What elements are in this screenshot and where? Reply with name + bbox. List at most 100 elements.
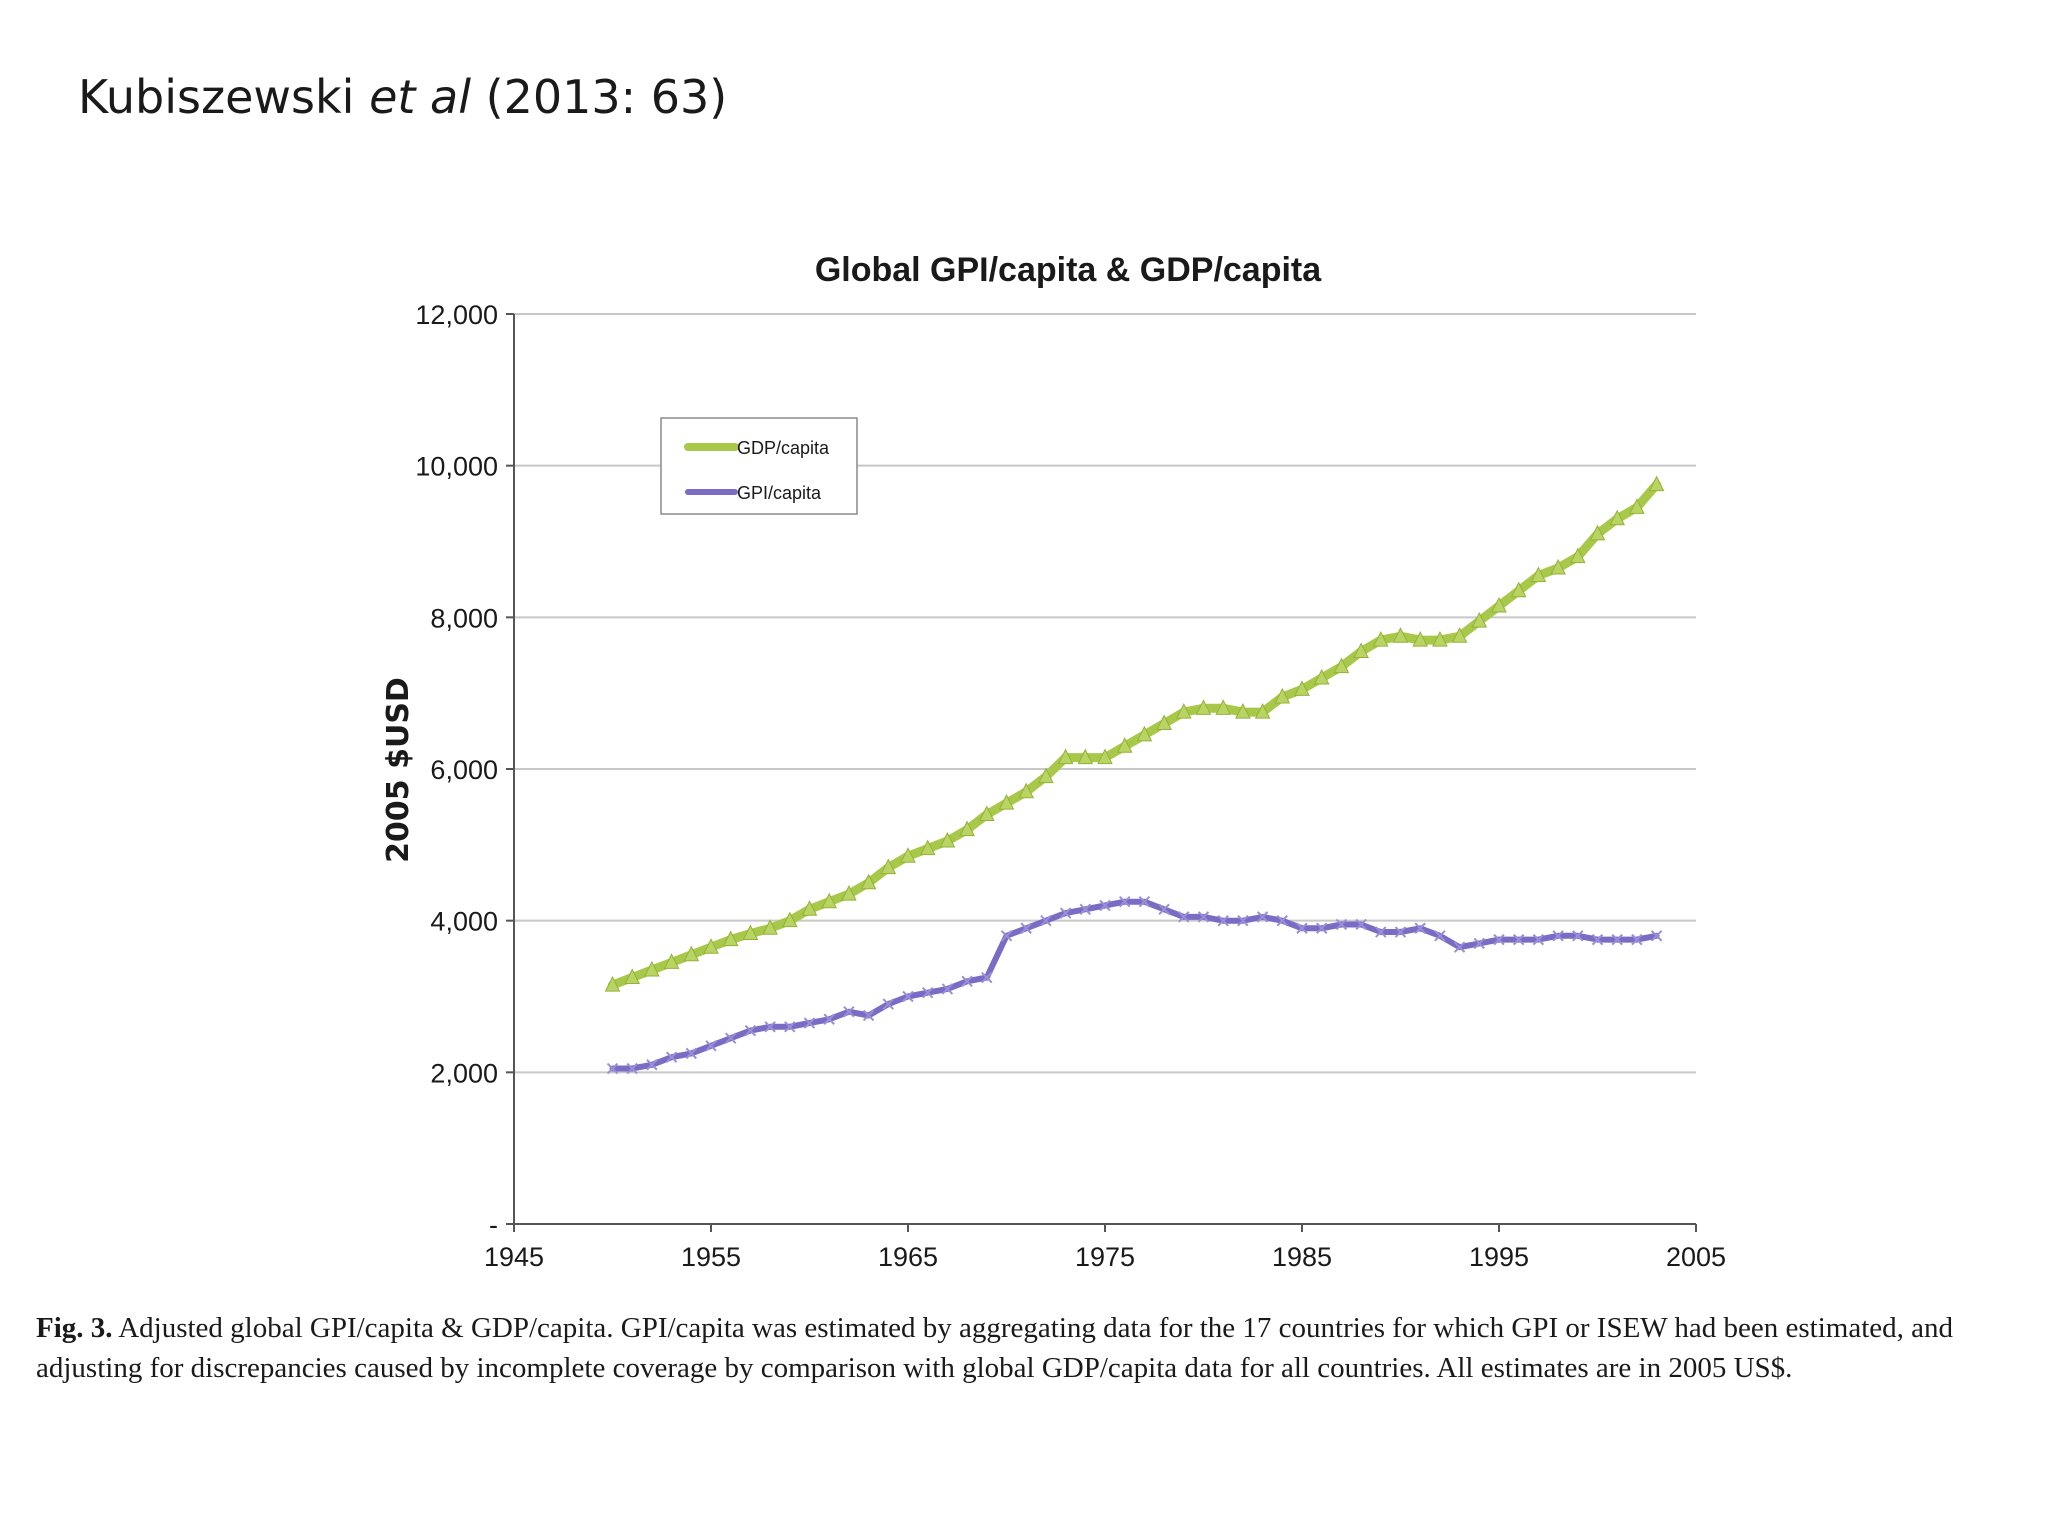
point-gpi-capita-1963 [862, 1009, 875, 1022]
point-gpi-capita-1979 [1178, 911, 1190, 923]
point-gdp-capita-1987 [1333, 657, 1350, 674]
point-gpi-capita-1974 [1079, 903, 1092, 915]
point-gdp-capita-2003 [1648, 475, 1665, 492]
point-gdp-capita-1999 [1569, 547, 1586, 564]
point-gdp-capita-1985 [1294, 680, 1310, 696]
point-gdp-capita-1974 [1077, 748, 1094, 765]
point-gdp-capita-1952 [644, 960, 660, 977]
point-gdp-capita-1950 [604, 976, 621, 992]
point-gpi-capita-1955 [705, 1040, 717, 1052]
point-gdp-capita-1973 [1057, 748, 1074, 765]
legend-label-gdp-capita: GDP/capita [737, 438, 830, 458]
point-gdp-capita-1998 [1550, 558, 1566, 575]
point-gpi-capita-1962 [843, 1005, 855, 1018]
point-gpi-capita-1992 [1434, 930, 1446, 942]
point-gpi-capita-1997 [1532, 933, 1545, 946]
legend-label-gpi-capita: GPI/capita [737, 483, 822, 503]
point-gdp-capita-1955 [703, 938, 719, 954]
y-tick-label-8000: 8,000 [430, 603, 498, 633]
y-tick-label-10000: 10,000 [415, 452, 498, 482]
point-gpi-capita-2002 [1631, 933, 1643, 946]
author-name: Kubiszewski [78, 70, 355, 124]
series-line-gdp-capita [608, 480, 1662, 990]
point-gpi-capita-1995 [1493, 933, 1505, 946]
point-gpi-capita-1975 [1099, 899, 1111, 912]
point-gdp-capita-1975 [1097, 748, 1113, 765]
point-gdp-capita-1972 [1038, 767, 1054, 784]
point-gdp-capita-1986 [1313, 668, 1330, 685]
x-tick-label-1975: 1975 [1075, 1242, 1135, 1272]
point-gpi-capita-1966 [921, 987, 934, 999]
point-gpi-capita-1971 [1020, 922, 1032, 934]
chart-legend: GDP/capita GPI/capita [660, 417, 858, 515]
point-gpi-capita-1989 [1375, 926, 1387, 938]
point-gpi-capita-1958 [764, 1021, 776, 1033]
series-gdp-capita [604, 475, 1665, 992]
point-gpi-capita-1982 [1237, 914, 1249, 927]
point-gpi-capita-1998 [1552, 930, 1564, 942]
point-gdp-capita-1992 [1432, 630, 1448, 647]
point-gdp-capita-1984 [1274, 687, 1291, 704]
point-gpi-capita-1999 [1572, 930, 1584, 942]
slide-title: Kubiszewski et al (2013: 63) [78, 70, 727, 124]
point-gdp-capita-1966 [919, 839, 936, 856]
point-gdp-capita-1957 [742, 924, 759, 941]
point-gdp-capita-1983 [1254, 703, 1271, 719]
y-tick-label-6000: 6,000 [430, 755, 498, 785]
point-gdp-capita-1954 [683, 945, 700, 962]
point-gpi-capita-1972 [1040, 914, 1052, 927]
point-gdp-capita-1994 [1471, 612, 1488, 628]
et-al: et al [369, 70, 471, 124]
point-gdp-capita-1977 [1136, 725, 1153, 742]
point-gpi-capita-1987 [1335, 918, 1348, 931]
axes [506, 313, 1697, 1232]
point-gdp-capita-1988 [1353, 642, 1369, 658]
point-gpi-capita-1965 [902, 990, 914, 1003]
point-gdp-capita-1960 [801, 900, 818, 916]
point-gdp-capita-1967 [939, 831, 956, 848]
point-gpi-capita-1953 [665, 1051, 678, 1063]
y-tick-label-4000: 4,000 [430, 907, 498, 937]
point-gdp-capita-1981 [1215, 699, 1232, 715]
point-gdp-capita-1958 [762, 919, 778, 935]
tick-labels: - 2,000 4,000 6,000 8,000 10,000 12,000 1945 195… [415, 300, 1726, 1272]
point-gdp-capita-1991 [1412, 630, 1429, 647]
point-gpi-capita-1967 [941, 983, 954, 995]
legend-box [660, 417, 858, 515]
data-series [604, 475, 1665, 1075]
point-gpi-capita-1951 [626, 1062, 638, 1075]
y-tick-label-12000: 12,000 [415, 300, 498, 330]
point-gpi-capita-1990 [1394, 926, 1407, 938]
point-gdp-capita-1951 [624, 968, 641, 985]
point-gdp-capita-1978 [1156, 714, 1172, 730]
point-gpi-capita-2001 [1611, 933, 1623, 946]
point-gpi-capita-2000 [1591, 933, 1604, 946]
point-gdp-capita-1971 [1018, 782, 1035, 799]
caption-text: Adjusted global GPI/capita & GDP/capita.… [36, 1312, 1954, 1384]
point-gpi-capita-1959 [784, 1021, 796, 1033]
point-gdp-capita-1997 [1530, 566, 1547, 583]
x-tick-label-1955: 1955 [681, 1242, 741, 1272]
point-gdp-capita-1963 [860, 873, 877, 890]
point-gdp-capita-1965 [900, 847, 916, 863]
point-gpi-capita-1960 [803, 1017, 816, 1029]
y-tick-label-0: - [489, 1210, 498, 1240]
point-gpi-capita-1994 [1473, 937, 1486, 950]
point-gpi-capita-1976 [1118, 896, 1131, 908]
point-gdp-capita-1959 [781, 911, 798, 928]
point-gdp-capita-1968 [959, 820, 975, 837]
point-gpi-capita-1961 [823, 1013, 835, 1025]
point-gpi-capita-1969 [981, 971, 993, 984]
point-gpi-capita-1991 [1414, 922, 1426, 934]
point-gdp-capita-1990 [1392, 627, 1409, 643]
gpi-gdp-chart: - 2,000 4,000 6,000 8,000 10,000 12,000 1945 195… [381, 251, 1726, 1272]
figure-label: Fig. 3. [36, 1312, 113, 1344]
point-gpi-capita-2003 [1650, 930, 1663, 942]
x-tick-label-1995: 1995 [1469, 1242, 1529, 1272]
point-gdp-capita-1979 [1175, 703, 1192, 719]
point-gdp-capita-1996 [1510, 581, 1527, 598]
point-gpi-capita-1980 [1197, 911, 1210, 923]
point-gdp-capita-1980 [1195, 699, 1212, 715]
point-gpi-capita-1952 [646, 1059, 658, 1071]
x-tick-label-2005: 2005 [1666, 1242, 1726, 1272]
